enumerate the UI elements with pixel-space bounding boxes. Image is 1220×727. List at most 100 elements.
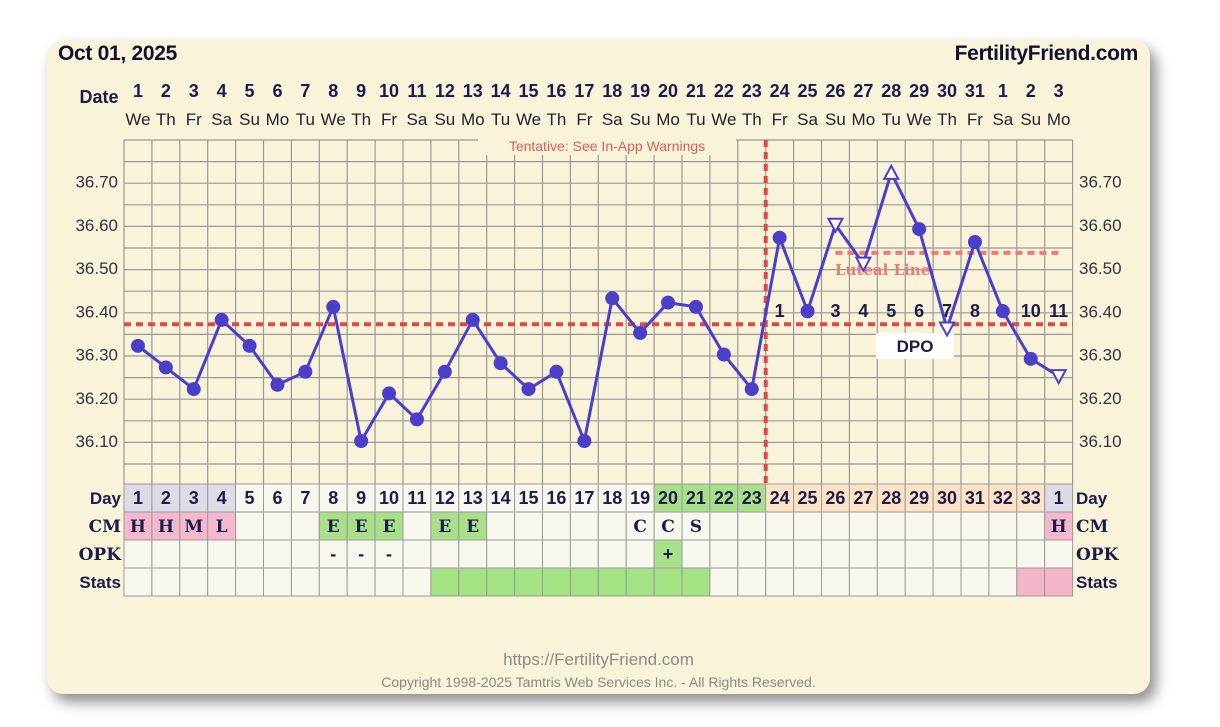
date-label: 1: [133, 81, 143, 101]
date-label: 3: [1054, 81, 1064, 101]
cm-cell: [263, 511, 292, 541]
temp-point: [409, 412, 424, 427]
cm-cell: [346, 511, 376, 541]
date-label: 2: [1026, 81, 1036, 101]
weekday-label: Su: [630, 110, 651, 129]
opk-cell: [932, 539, 962, 569]
opk-cell: [821, 539, 850, 569]
temp-point: [605, 291, 620, 306]
cm-cell: [1044, 511, 1074, 541]
opk-cell: [1044, 539, 1074, 569]
temp-point: [382, 386, 397, 401]
cm-cell: [709, 511, 739, 541]
day-cell: [848, 483, 878, 513]
date-label: 15: [519, 81, 539, 101]
cm-value: M: [184, 517, 203, 537]
stats-cell: [151, 567, 181, 597]
temp-point: [242, 338, 257, 353]
weekday-label: Sa: [797, 110, 818, 129]
opk-cell: [263, 539, 292, 569]
weekday-label: Sa: [992, 110, 1013, 129]
opk-cell: [542, 539, 571, 569]
day-value: 25: [798, 488, 818, 508]
cm-value: H: [158, 517, 174, 537]
stats-cell: [709, 567, 739, 597]
day-value: 27: [853, 488, 873, 508]
date-label: 8: [328, 81, 338, 101]
date-label: 4: [217, 81, 227, 101]
opk-cell: [290, 539, 320, 569]
temp-point: [633, 325, 648, 340]
stats-cell: [514, 567, 543, 597]
stats-row-label-right: Stats: [1076, 573, 1118, 592]
date-label: 31: [965, 81, 985, 101]
temp-point: [744, 382, 759, 397]
stats-cell: [625, 567, 655, 597]
temp-point: [521, 382, 536, 397]
cm-row-label: CM: [89, 517, 122, 537]
cm-cell: [1016, 511, 1046, 541]
footer-url[interactable]: https://FertilityFriend.com: [503, 650, 694, 669]
date-label: 11: [407, 81, 426, 101]
stats-cell: [290, 567, 320, 597]
weekday-label: Th: [937, 110, 957, 129]
date-label: 27: [853, 81, 873, 101]
temp-point: [437, 364, 452, 379]
y-tick-left: 36.40: [75, 302, 118, 321]
cm-cell: [821, 511, 850, 541]
weekday-label: Mo: [1047, 110, 1071, 129]
cm-cell: [318, 511, 348, 541]
weekday-label: Mo: [461, 110, 485, 129]
dpo-label-bg: [876, 333, 954, 359]
date-label: 19: [630, 81, 650, 101]
day-value: 3: [189, 488, 199, 508]
luteal-line-label: Luteal Line: [835, 261, 930, 279]
date-label: 16: [546, 81, 566, 101]
cm-value: S: [690, 517, 702, 537]
day-value: 31: [965, 488, 985, 508]
day-value: 33: [1021, 488, 1041, 508]
day-value: 16: [546, 488, 566, 508]
weekday-label: Th: [156, 110, 176, 129]
tentative-note: Tentative: See In-App Warnings: [509, 138, 705, 154]
day-value: 1: [1054, 488, 1064, 508]
day-row-label-right: Day: [1076, 489, 1108, 508]
date-label: 1: [998, 81, 1008, 101]
date-row-label: Date: [79, 87, 118, 107]
dpo-label: DPO: [897, 337, 934, 356]
day-value: 7: [300, 488, 310, 508]
weekday-label: We: [125, 110, 150, 129]
weekday-label: Fr: [381, 110, 397, 129]
date-label: 5: [245, 81, 255, 101]
cm-value: E: [466, 517, 479, 537]
stats-cell: [263, 567, 292, 597]
temp-point: [214, 312, 229, 327]
weekday-label: Th: [351, 110, 371, 129]
day-cell: [179, 483, 209, 513]
temp-point: [493, 356, 508, 371]
weekday-label: Su: [239, 110, 260, 129]
cm-value: E: [355, 517, 368, 537]
dpo-number: 7: [942, 301, 952, 321]
cm-cell: [765, 511, 795, 541]
temp-point: [688, 299, 703, 314]
weekday-label: Fr: [576, 110, 592, 129]
weekday-label: Tu: [882, 110, 901, 129]
cm-cell: [681, 511, 711, 541]
cm-value: L: [216, 517, 228, 537]
chart-date: Oct 01, 2025: [58, 42, 177, 65]
temp-point: [772, 230, 787, 245]
temp-point: [326, 299, 341, 314]
weekday-label: Tu: [491, 110, 510, 129]
opk-value: -: [386, 544, 392, 564]
temp-point: [186, 382, 201, 397]
temp-point: [995, 304, 1010, 319]
temp-point: [354, 434, 369, 448]
footer-copyright: Copyright 1998-2025 Tamtris Web Services…: [381, 674, 816, 690]
dpo-number: 6: [914, 301, 924, 321]
opk-cell: [848, 539, 878, 569]
cm-cell: [737, 511, 767, 541]
weekday-label: We: [907, 110, 932, 129]
weekday-label: Th: [742, 110, 762, 129]
